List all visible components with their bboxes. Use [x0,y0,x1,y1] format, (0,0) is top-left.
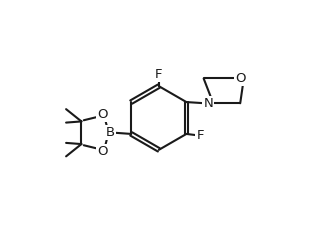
Text: O: O [97,108,108,121]
Text: N: N [204,97,213,110]
Text: B: B [106,126,115,139]
Text: O: O [236,72,246,85]
Text: F: F [196,129,204,142]
Text: F: F [155,68,163,81]
Text: O: O [97,145,108,158]
